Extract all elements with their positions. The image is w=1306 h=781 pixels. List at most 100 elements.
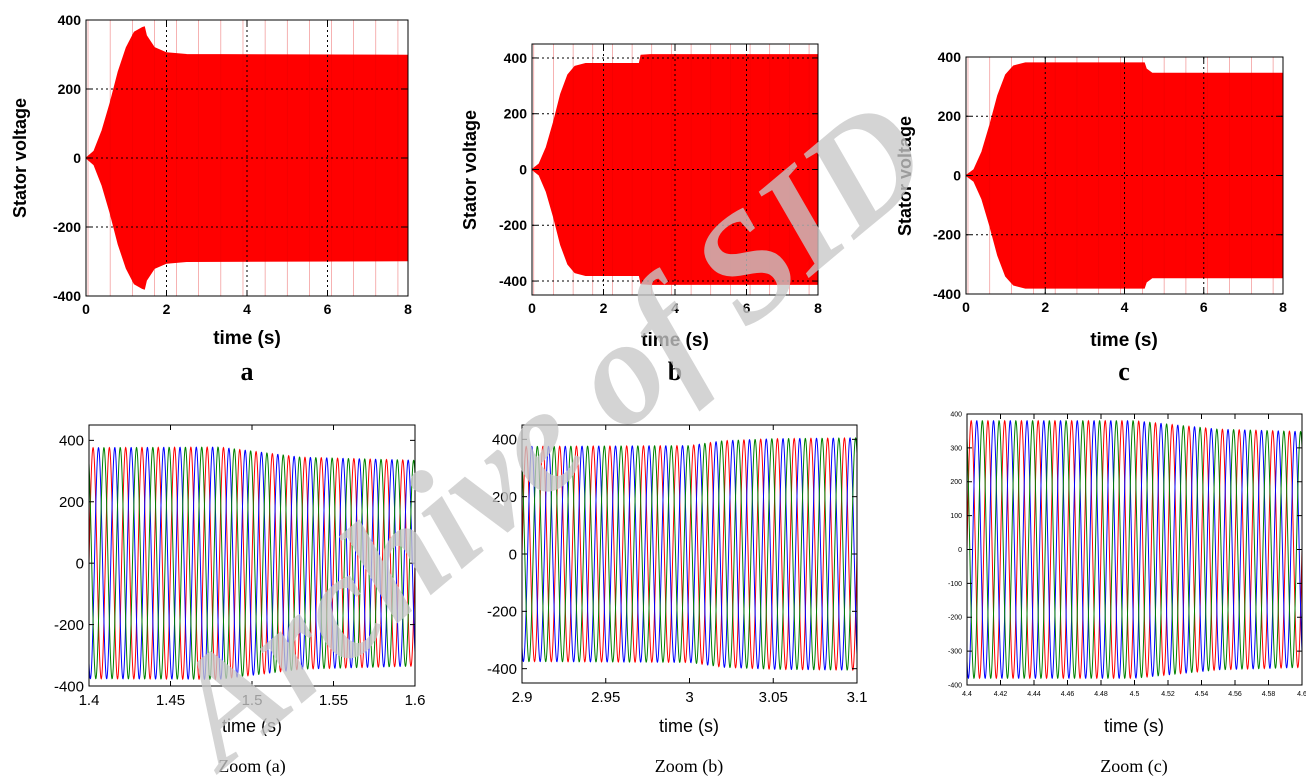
y-tick-label: 200: [950, 479, 962, 486]
y-tick-label: 400: [58, 12, 82, 28]
x-tick-label: 4.4: [962, 691, 972, 698]
chart-panel-c: 0 2 4 6 8 -400 -200 0 200 400 time (s) Stator volta…: [895, 49, 1287, 386]
x-tick-label: 4.56: [1228, 691, 1242, 698]
x-tick-label: 4: [243, 301, 251, 317]
phase-line-3: [967, 420, 1302, 679]
y-axis-label: Stator voltage: [460, 110, 480, 230]
x-tick-label: 4.48: [1094, 691, 1108, 698]
x-axis-label: time (s): [641, 330, 709, 351]
x-tick-label: 3: [685, 689, 693, 706]
x-tick-label: 2: [163, 301, 171, 317]
y-tick-label: 200: [492, 489, 517, 506]
y-tick-label: -200: [933, 227, 961, 243]
plot-area: [967, 419, 1302, 680]
x-tick-label: 4: [671, 300, 679, 316]
panel-label: b: [668, 357, 682, 386]
phase-line-2: [89, 446, 415, 680]
phase-line-3: [522, 437, 857, 671]
x-tick-label: 1.6: [405, 692, 426, 709]
x-tick-label: 2.95: [591, 689, 620, 706]
x-tick-label: 1.45: [156, 692, 185, 709]
x-tick-label: 4.52: [1161, 691, 1175, 698]
x-tick-label: 2.9: [512, 689, 533, 706]
y-tick-label: 0: [519, 161, 527, 177]
panel-label: c: [1118, 357, 1130, 386]
y-tick-label: 0: [509, 546, 517, 563]
chart-panel-b: 0 2 4 6 8 -400 -200 0 200 400 time (s) Stator volta…: [460, 43, 822, 386]
x-tick-label: 4.54: [1195, 691, 1209, 698]
phase-line-2: [522, 437, 857, 671]
x-tick-label: 6: [1200, 299, 1208, 315]
y-axis-label: Stator voltage: [895, 116, 915, 236]
voltage-envelope: [966, 62, 1283, 289]
y-tick-label: 400: [950, 411, 962, 418]
x-tick-label: 4.58: [1262, 691, 1276, 698]
chart-panel-za: 1.4 1.45 1.5 1.55 1.6 -400 -200 0 200 400 time (s)…: [54, 424, 426, 777]
chart-panel-a: 0 2 4 6 8 -400 -200 0 200 400 time (s) Stator volta…: [10, 12, 412, 386]
phase-line-1: [89, 446, 415, 681]
x-tick-label: 1.4: [79, 692, 100, 709]
y-tick-label: -400: [54, 678, 84, 695]
panel-caption: Zoom (c): [1100, 756, 1167, 777]
phase-line-1: [967, 419, 1302, 680]
phase-line-1: [522, 437, 857, 672]
y-tick-label: 400: [492, 432, 517, 449]
y-tick-label: -200: [487, 604, 517, 621]
y-tick-label: -400: [53, 288, 81, 304]
x-tick-label: 2: [600, 300, 608, 316]
y-tick-label: 400: [504, 50, 528, 66]
y-tick-label: -400: [948, 682, 962, 689]
y-tick-label: 0: [958, 547, 962, 554]
x-tick-label: 4.5: [1130, 691, 1140, 698]
phase-line-3: [89, 446, 415, 680]
y-tick-label: 300: [950, 445, 962, 452]
y-tick-label: 200: [504, 106, 528, 122]
chart-panel-zc: 4.4 4.42 4.44 4.46 4.48 4.5 4.52 4.54 4.56 4.58 4.…: [948, 411, 1306, 777]
x-tick-label: 4: [1121, 299, 1129, 315]
y-tick-label: -400: [933, 286, 961, 302]
x-axis-label: time (s): [1090, 330, 1158, 351]
x-tick-label: 1.55: [319, 692, 348, 709]
plot-area: [522, 437, 857, 672]
y-tick-label: 400: [938, 49, 962, 65]
y-tick-label: 0: [953, 167, 961, 183]
panel-caption: Zoom (b): [655, 756, 723, 777]
x-tick-label: 3.1: [847, 689, 868, 706]
x-axis-label: time (s): [213, 328, 281, 349]
x-tick-label: 3.05: [759, 689, 788, 706]
chart-panel-zb: 2.9 2.95 3 3.05 3.1 -400 -200 0 200 400 time (s) Zo…: [487, 424, 868, 777]
y-tick-label: -400: [487, 661, 517, 678]
x-tick-label: 2: [1041, 299, 1049, 315]
y-tick-label: 100: [950, 513, 962, 520]
x-tick-label: 4.6: [1297, 691, 1306, 698]
panel-caption: Zoom (a): [218, 756, 285, 777]
x-axis-label: time (s): [659, 716, 719, 736]
y-tick-label: 200: [938, 108, 962, 124]
y-tick-label: -200: [499, 217, 527, 233]
x-tick-label: 6: [743, 300, 751, 316]
x-tick-label: 0: [528, 300, 536, 316]
x-tick-label: 4.46: [1061, 691, 1075, 698]
y-tick-label: 0: [73, 150, 81, 166]
panel-label: a: [241, 357, 254, 386]
x-tick-label: 8: [1279, 299, 1287, 315]
y-tick-label: 200: [58, 81, 82, 97]
plot-area: [89, 446, 415, 681]
phase-line-2: [967, 420, 1302, 679]
x-tick-label: 1.5: [242, 692, 263, 709]
x-tick-label: 0: [962, 299, 970, 315]
y-tick-label: 200: [59, 494, 84, 511]
y-tick-label: -100: [948, 581, 962, 588]
y-tick-label: -400: [499, 273, 527, 289]
y-tick-label: 0: [76, 555, 84, 572]
x-tick-label: 8: [814, 300, 822, 316]
x-tick-label: 8: [404, 301, 412, 317]
y-tick-label: 400: [59, 433, 84, 450]
plot-area: [966, 57, 1283, 294]
x-tick-label: 4.44: [1027, 691, 1041, 698]
y-tick-label: -200: [948, 615, 962, 622]
y-tick-label: -200: [54, 617, 84, 634]
y-tick-label: -300: [948, 649, 962, 656]
x-axis-label: time (s): [1104, 716, 1164, 736]
